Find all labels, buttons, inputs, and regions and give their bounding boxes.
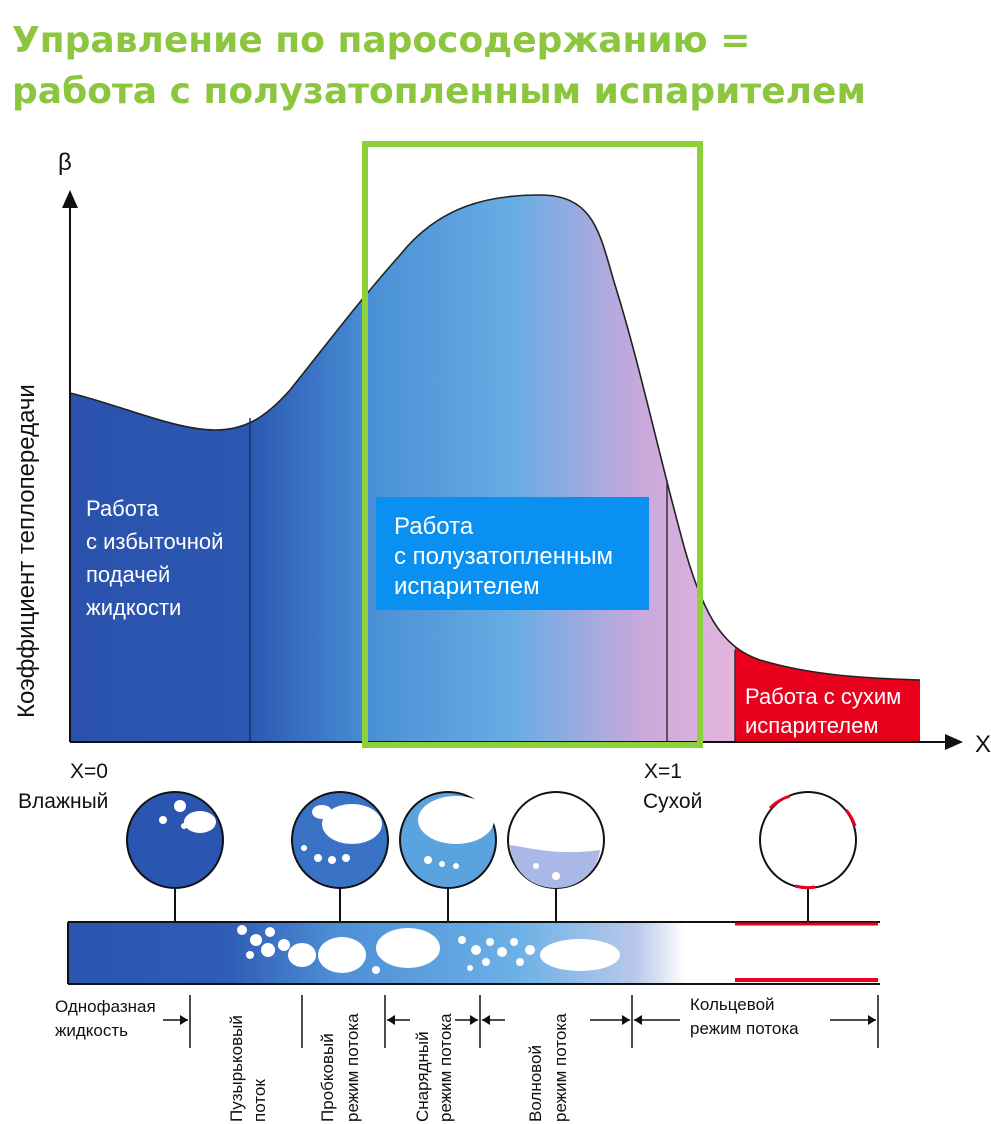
semi-flooded-zone-label: Работа с полузатопленным испарителем — [394, 513, 613, 600]
regime-label-annular: Кольцевой режим потока — [690, 995, 799, 1038]
svg-text:Пузырьковый: Пузырьковый — [227, 1015, 246, 1122]
y-axis-symbol: β — [58, 149, 72, 176]
svg-text:жидкости: жидкости — [86, 595, 181, 620]
svg-text:Волновой: Волновой — [526, 1045, 545, 1122]
svg-text:с полузатопленным: с полузатопленным — [394, 543, 613, 570]
svg-text:режим потока: режим потока — [343, 1013, 362, 1122]
svg-text:режим потока: режим потока — [436, 1013, 455, 1122]
svg-text:испарителем: испарителем — [394, 573, 540, 600]
svg-text:Работа: Работа — [86, 496, 159, 521]
regime-arrow-heads — [180, 1015, 876, 1025]
wet-label: Влажный — [18, 790, 108, 813]
svg-text:Пробковый: Пробковый — [318, 1033, 337, 1122]
svg-text:с избыточной: с избыточной — [86, 529, 223, 554]
svg-text:Снарядный: Снарядный — [413, 1031, 432, 1122]
x1-label: X=1 — [644, 760, 682, 783]
regime-label-bubbly: Пузырьковый поток — [227, 1015, 269, 1122]
cross-section-annular — [759, 791, 857, 935]
pipe — [67, 921, 880, 985]
svg-text:Работа: Работа — [394, 513, 474, 540]
heat-transfer-area — [70, 195, 920, 742]
x-axis-symbol: X — [975, 731, 991, 758]
cross-section-bubbly — [291, 791, 389, 935]
svg-text:Однофазная: Однофазная — [55, 997, 156, 1016]
regime-label-wavy: Волновой режим потока — [526, 1013, 570, 1122]
svg-text:Работа с сухим: Работа с сухим — [745, 684, 901, 709]
cross-section-wavy — [507, 791, 605, 935]
title-line-2: работа с полузатопленным испарителем — [12, 71, 866, 112]
y-axis-arrow-icon — [62, 190, 78, 208]
regime-label-plug: Пробковый режим потока — [318, 1013, 362, 1122]
semi-flooded-highlight-frame — [362, 141, 703, 748]
flooded-zone-label: Работа с избыточной подачей жидкости — [86, 496, 223, 620]
svg-text:поток: поток — [250, 1079, 269, 1122]
y-axis-label: Коэффициент теплопередачи — [13, 384, 40, 718]
regime-label-single-phase: Однофазная жидкость — [55, 997, 156, 1040]
svg-text:Кольцевой: Кольцевой — [690, 995, 775, 1014]
svg-text:испарителем: испарителем — [745, 713, 879, 738]
svg-text:жидкость: жидкость — [55, 1021, 128, 1040]
title-line-1: Управление по паросодержанию = — [12, 20, 750, 61]
dry-zone-label: Работа с сухим испарителем — [745, 684, 901, 738]
semi-flooded-label-box — [376, 497, 649, 610]
x-axis-arrow-icon — [945, 734, 963, 750]
x0-label: X=0 — [70, 760, 108, 783]
svg-text:режим потока: режим потока — [690, 1019, 799, 1038]
svg-text:режим потока: режим потока — [551, 1013, 570, 1122]
dry-label: Сухой — [643, 790, 702, 813]
cross-section-slug — [399, 791, 497, 935]
svg-text:подачей: подачей — [86, 562, 170, 587]
cross-section-single-phase — [126, 791, 224, 935]
regime-label-slug: Снарядный режим потока — [413, 1013, 455, 1122]
